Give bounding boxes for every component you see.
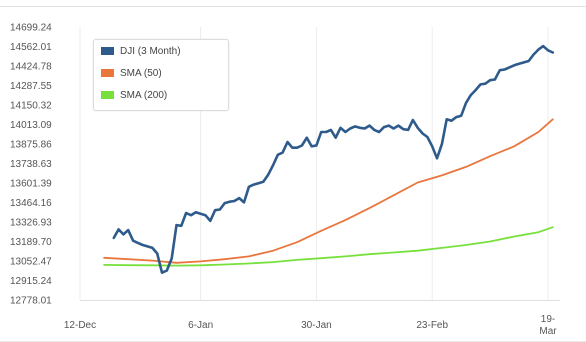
y-tick-label: 13189.70 xyxy=(10,237,52,248)
y-tick-label: 14287.55 xyxy=(10,81,52,92)
legend-swatch-sma50 xyxy=(101,69,114,78)
legend-swatch-dji xyxy=(101,47,114,56)
y-tick-label: 14562.01 xyxy=(10,42,52,53)
legend-item-sma50[interactable]: SMA (50) xyxy=(101,67,162,81)
x-tick-label: 30-Jan xyxy=(301,320,332,331)
y-tick-label: 14699.24 xyxy=(10,23,52,34)
y-tick-label: 12778.01 xyxy=(10,296,52,307)
legend-item-sma200[interactable]: SMA (200) xyxy=(101,89,167,103)
y-tick-label: 13052.47 xyxy=(10,257,52,268)
x-tick-label: 12-Dec xyxy=(64,320,96,331)
y-tick-label: 13326.93 xyxy=(10,218,52,229)
series-line-2 xyxy=(103,226,554,267)
y-tick-label: 14150.32 xyxy=(10,101,52,112)
x-tick-label: 6-Jan xyxy=(188,320,213,331)
y-tick-label: 14424.78 xyxy=(10,62,52,73)
y-tick-label: 13601.39 xyxy=(10,179,52,190)
legend-label-sma50: SMA (50) xyxy=(120,68,162,79)
y-tick-label: 12915.24 xyxy=(10,276,52,287)
legend-item-dji[interactable]: DJI (3 Month) xyxy=(101,45,181,59)
series-line-0 xyxy=(112,44,555,274)
y-tick-label: 14013.09 xyxy=(10,120,52,131)
legend-swatch-sma200 xyxy=(101,91,114,100)
series-line-1 xyxy=(103,118,554,264)
y-tick-label: 13464.16 xyxy=(10,198,52,209)
x-tick-label: 19-Mar xyxy=(539,314,557,337)
top-border xyxy=(0,0,586,7)
y-tick-label: 13738.63 xyxy=(10,159,52,170)
legend[interactable]: DJI (3 Month) SMA (50) SMA (200) xyxy=(93,39,229,111)
y-tick-label: 13875.86 xyxy=(10,140,52,151)
legend-label-sma200: SMA (200) xyxy=(120,90,168,101)
legend-label-dji: DJI (3 Month) xyxy=(120,46,181,57)
x-tick-label: 23-Feb xyxy=(416,320,448,331)
